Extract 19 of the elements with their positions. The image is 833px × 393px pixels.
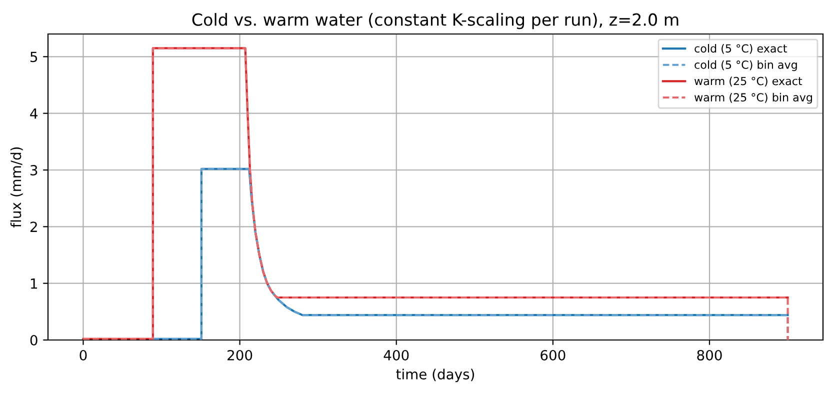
- x-tick-label: 600: [540, 350, 566, 360]
- y-tick-label: 4: [30, 108, 38, 119]
- y-tick-label: 0: [30, 334, 38, 346]
- x-axis-title: time (days): [396, 368, 474, 382]
- legend-label: warm (25 °C) exact: [694, 76, 802, 87]
- legend-label: warm (25 °C) bin avg: [694, 92, 812, 104]
- legend-label: cold (5 °C) exact: [694, 44, 787, 54]
- x-tick-label: 400: [384, 350, 409, 360]
- line-series: [152, 168, 789, 340]
- y-tick-label: 3: [30, 164, 38, 176]
- y-tick-label: 1: [30, 278, 37, 289]
- x-tick-label: 200: [228, 350, 252, 360]
- y-tick-label: 5: [30, 52, 38, 62]
- chart-title: Cold vs. warm water (constant K-scaling per run), z=2.0 m: [192, 13, 678, 30]
- x-tick-label: 800: [697, 350, 722, 360]
- y-tick-label: 2: [30, 222, 37, 232]
- legend-label: cold (5 °C) bin avg: [694, 60, 797, 72]
- x-tick-label: 0: [80, 350, 87, 360]
- y-axis-title: flux (mm/d): [10, 147, 23, 228]
